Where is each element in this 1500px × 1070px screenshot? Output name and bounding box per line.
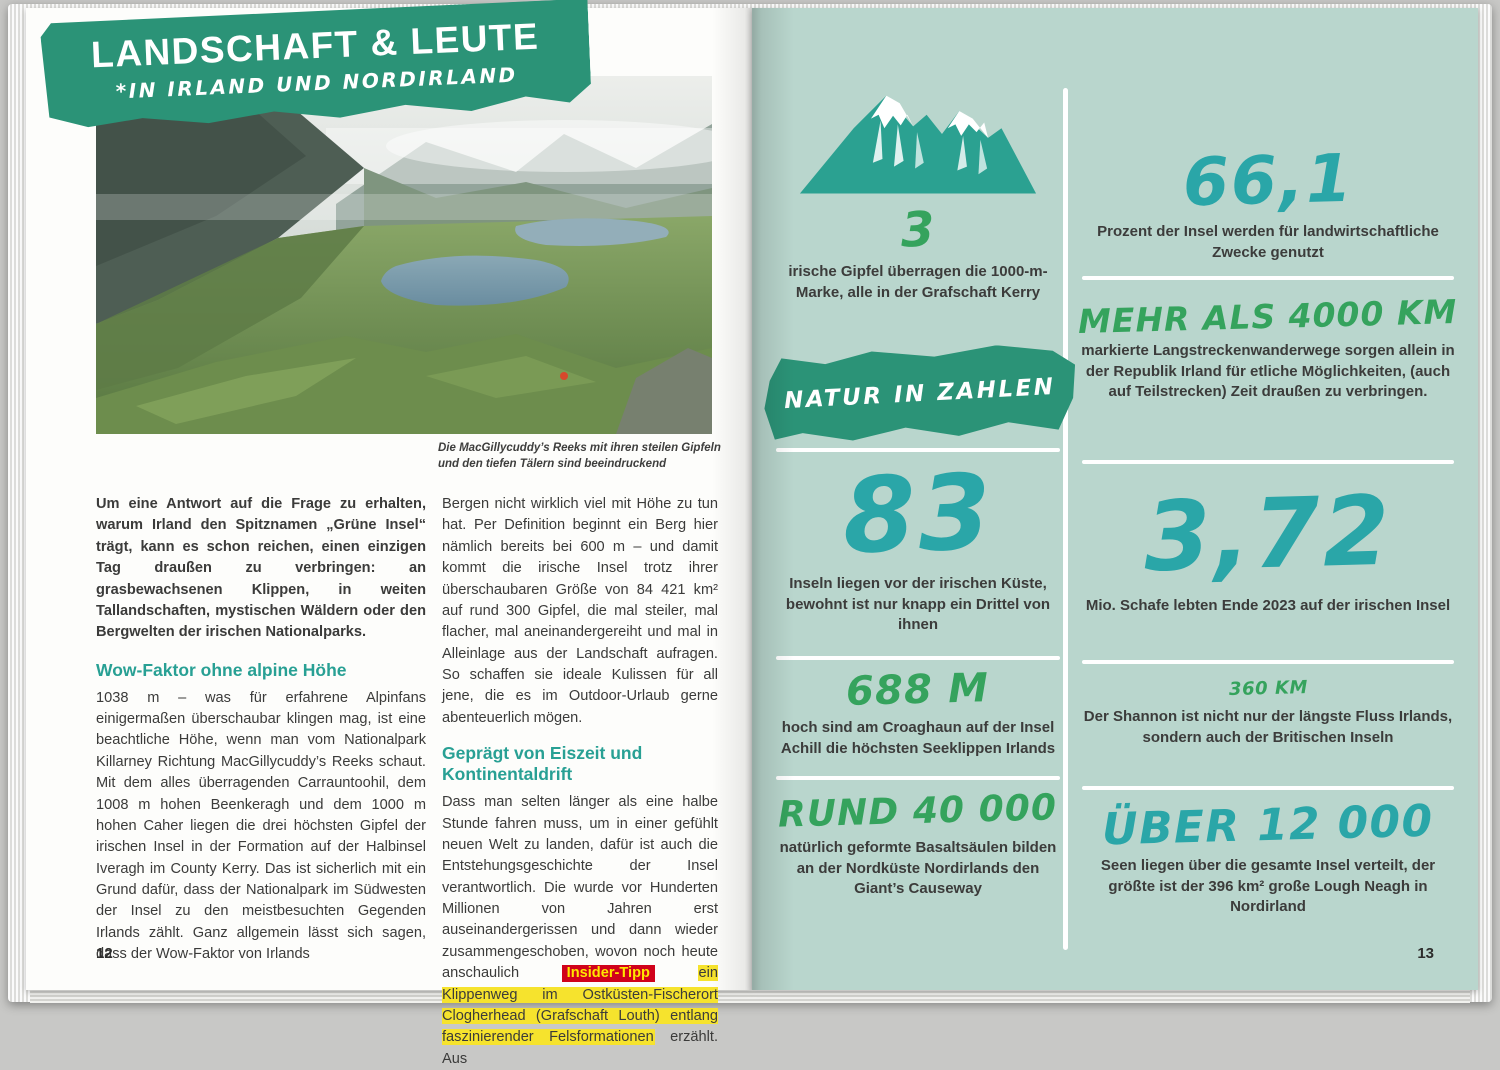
stat-value: 688 M: [845, 665, 991, 715]
article-column-1: Um eine Antwort auf die Frage zu erhalte…: [96, 494, 426, 1070]
stat-value: 3,72: [1142, 474, 1394, 594]
divider: [1082, 660, 1454, 664]
text-run-start: Dass man selten länger als eine halbe St…: [442, 794, 718, 982]
divider: [1082, 786, 1454, 790]
intro-paragraph: Um eine Antwort auf die Frage zu erhalte…: [96, 496, 426, 641]
stat-lakes: ÜBER 12 000 Seen liegen über die gesamte…: [1082, 796, 1454, 918]
article-columns: Um eine Antwort auf die Frage zu erhalte…: [96, 494, 718, 1070]
stat-shannon-river: 360 KM Der Shannon ist nicht nur der län…: [1082, 676, 1454, 748]
stat-value: 83: [840, 451, 996, 577]
hiker-red-dot: [560, 372, 568, 380]
natur-in-zahlen-banner: NATUR IN ZAHLEN: [762, 343, 1077, 446]
left-page: LANDSCHAFT & LEUTE *IN IRLAND UND NORDIR…: [26, 8, 752, 1067]
divider: [776, 776, 1060, 780]
stat-value: RUND 40 000: [777, 787, 1059, 836]
divider: [1082, 460, 1454, 464]
stat-label: Mio. Schafe lebten Ende 2023 auf der iri…: [1085, 597, 1451, 614]
stat-value: 360 KM: [1228, 676, 1308, 701]
stat-sea-cliffs: 688 M hoch sind am Croaghaun auf der Ins…: [776, 665, 1060, 759]
photo-caption: Die MacGillycuddy’s Reeks mit ihren stei…: [438, 442, 721, 470]
page-number-right: 13: [1417, 945, 1434, 962]
natur-in-zahlen-label: NATUR IN ZAHLEN: [783, 373, 1057, 415]
paragraph-wow-faktor: 1038 m – was für erfahrene Alpinfans ein…: [96, 689, 426, 963]
article-column-2: Bergen nicht wirklich viel mit Höhe zu t…: [442, 494, 718, 1070]
stat-label: Inseln liegen vor der irischen Küste, be…: [785, 575, 1051, 634]
stat-basalt-columns: RUND 40 000 natürlich geformte Basaltsäu…: [770, 787, 1066, 900]
landscape-photo-illustration: [96, 76, 712, 434]
page-number-left: 12: [96, 945, 113, 962]
stat-hiking-trails: MEHR ALS 4000 KM markierte Langstreckenw…: [1074, 292, 1462, 403]
stat-islands: 83 Inseln liegen vor der irischen Küste,…: [776, 451, 1060, 636]
paragraph-eiszeit: Dass man selten länger als eine halbe St…: [442, 792, 718, 1070]
stat-value: ÜBER 12 000: [1101, 795, 1435, 856]
section-heading-wow-faktor: Wow-Faktor ohne alpine Höhe: [96, 659, 347, 680]
stat-value: 66,1: [1181, 139, 1355, 222]
stat-label: Seen liegen über die gesamte Insel verte…: [1100, 857, 1436, 916]
mountains-icon: [798, 86, 1038, 196]
stat-sheep: 3,72 Mio. Schafe lebten Ende 2023 auf de…: [1082, 474, 1454, 617]
stat-value: MEHR ALS 4000 KM: [1077, 292, 1459, 341]
stat-value: 3: [899, 201, 937, 259]
stat-label: hoch sind am Croaghaun auf der Insel Ach…: [780, 719, 1056, 757]
vertical-divider: [1063, 88, 1068, 950]
stat-irish-peaks: 3 irische Gipfel überragen die 1000-m-Ma…: [776, 86, 1060, 303]
right-page: 3 irische Gipfel überragen die 1000-m-Ma…: [752, 8, 1478, 990]
divider: [776, 656, 1060, 660]
page-stack-bottom: [30, 990, 1470, 1003]
divider: [1082, 276, 1454, 280]
stat-label: markierte Langstreckenwanderwege sorgen …: [1081, 342, 1455, 401]
divider: [776, 448, 1060, 452]
stat-label: Der Shannon ist nicht nur der längste Fl…: [1083, 708, 1453, 746]
paragraph-continuation: Bergen nicht wirklich viel mit Höhe zu t…: [442, 496, 718, 726]
stat-label: Prozent der Insel werden für landwirtsch…: [1097, 223, 1439, 261]
section-heading-eiszeit: Geprägt von Eiszeit und Kontinentaldrift: [442, 743, 643, 785]
landscape-photo: [96, 76, 712, 434]
insider-tipp-badge: Insider-Tipp: [561, 965, 655, 983]
stat-label: natürlich geformte Basaltsäulen bilden a…: [779, 839, 1057, 898]
stat-farmland: 66,1 Prozent der Insel werden für landwi…: [1082, 139, 1454, 263]
stat-label: irische Gipfel überragen die 1000-m-Mark…: [788, 263, 1048, 301]
